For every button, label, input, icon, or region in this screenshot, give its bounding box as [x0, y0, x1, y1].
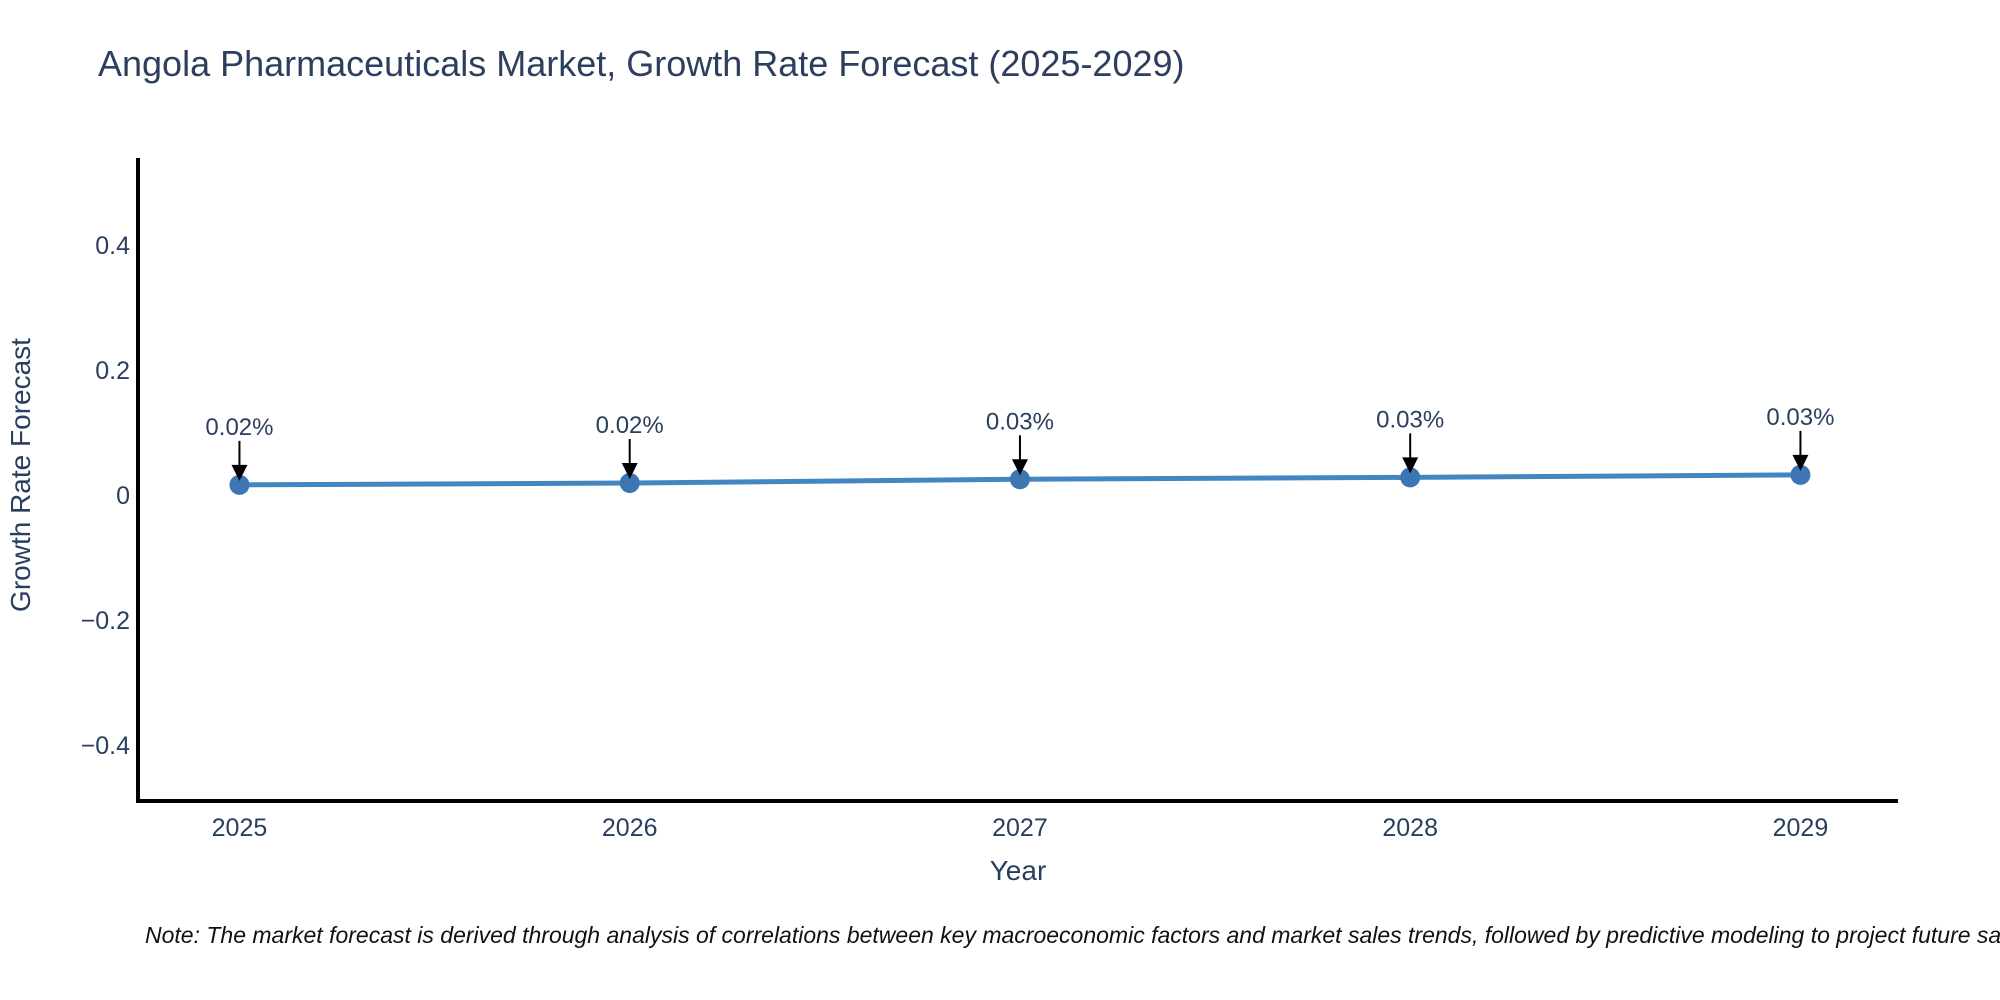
- x-tick-3: 2028: [1382, 814, 1438, 842]
- data-point-3: [1400, 467, 1421, 488]
- y-tick-1: 0.2: [95, 357, 130, 385]
- y-tick-0: 0.4: [95, 232, 130, 260]
- footnote: Note: The market forecast is derived thr…: [145, 922, 2000, 948]
- data-point-2: [1009, 469, 1030, 490]
- point-label-2: 0.03%: [986, 408, 1054, 435]
- point-label-4: 0.03%: [1766, 404, 1834, 431]
- point-label-3: 0.03%: [1376, 406, 1444, 433]
- y-tick-3: −0.2: [81, 607, 130, 635]
- annotation-arrow-4: [1792, 430, 1809, 471]
- y-tick-4: −0.4: [81, 732, 130, 760]
- data-point-0: [229, 474, 250, 495]
- data-point-1: [619, 472, 640, 493]
- annotation-arrow-3: [1402, 433, 1419, 474]
- axis-spines: [136, 158, 1898, 803]
- y-axis-title: Growth Rate Forecast: [5, 338, 36, 612]
- x-tick-4: 2029: [1773, 814, 1829, 842]
- point-label-0: 0.02%: [205, 414, 273, 441]
- x-tick-1: 2026: [602, 814, 658, 842]
- annotation-arrow-0: [231, 440, 248, 481]
- x-tick-2: 2027: [992, 814, 1048, 842]
- annotation-arrow-1: [621, 438, 638, 479]
- point-label-1: 0.02%: [596, 412, 664, 439]
- annotation-arrow-2: [1011, 435, 1028, 476]
- chart-title: Angola Pharmaceuticals Market, Growth Ra…: [98, 43, 1185, 84]
- x-axis-title: Year: [990, 855, 1047, 886]
- data-point-4: [1790, 464, 1811, 485]
- x-tick-0: 2025: [212, 814, 268, 842]
- y-tick-2: 0: [116, 482, 130, 510]
